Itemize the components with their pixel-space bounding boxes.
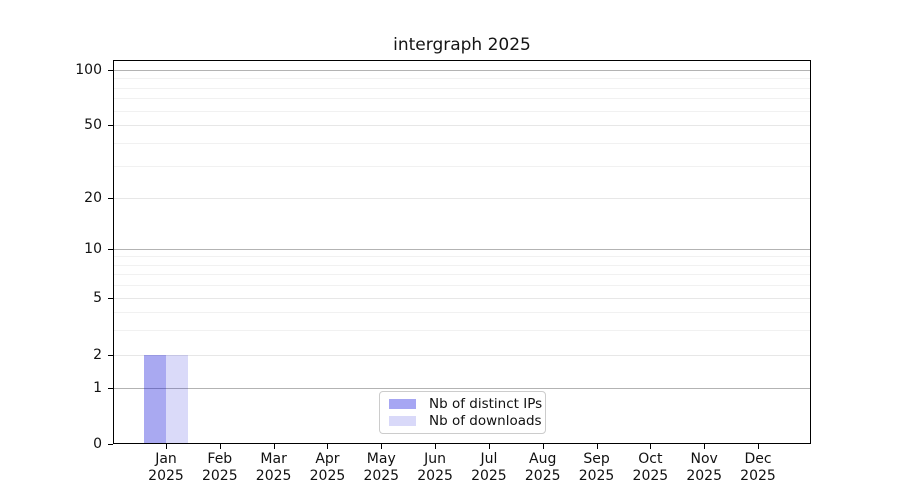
minor-gridline [113,78,811,80]
y-tick-mark [108,355,113,356]
minor-gridline [113,142,811,144]
x-tick-mark [381,444,383,449]
y-tick-mark [108,249,113,250]
x-tick-mark [650,444,652,449]
major-gridline [113,70,811,71]
x-tick-mark [435,444,437,449]
major-gridline [113,388,811,389]
x-axis-tick-label: Oct 2025 [632,451,669,484]
x-axis-tick-label: Sep 2025 [578,451,615,484]
y-axis-tick-label: 5 [93,290,102,306]
minor-gridline [113,256,811,258]
y-axis-tick-label: 1 [93,380,102,396]
minor-gridline [113,274,811,276]
y-axis-tick-label: 0 [93,436,102,452]
y-tick-mark [108,125,113,126]
y-tick-mark [108,444,113,445]
x-tick-mark [219,444,221,449]
minor-gridline [113,110,811,112]
minor-gridline [113,87,811,89]
chart-title: intergraph 2025 [393,35,531,55]
x-axis-tick-label: Mar 2025 [255,451,292,484]
major-gridline [113,298,811,299]
major-gridline [113,355,811,356]
legend-label: Nb of downloads [429,413,542,429]
x-tick-mark [758,444,759,449]
minor-gridline [113,285,811,287]
minor-gridline [113,165,811,167]
bars-layer [113,60,811,444]
legend-item: Nb of downloads [389,413,542,429]
y-tick-mark [108,298,113,299]
x-axis-tick-label: Aug 2025 [524,451,561,484]
bar-downloads [166,355,188,444]
x-tick-mark [542,444,544,449]
x-axis-tick-label: Feb 2025 [201,451,238,484]
minor-gridline [113,98,811,100]
y-tick-mark [108,70,113,71]
y-tick-mark [108,388,113,389]
minor-gridline [113,311,811,313]
x-axis-tick-label: May 2025 [363,451,400,484]
legend-swatch [389,399,416,409]
y-axis-tick-label: 20 [84,190,102,206]
y-axis-tick-label: 10 [84,241,102,257]
x-tick-mark [596,444,598,449]
x-axis-tick-label: Jul 2025 [471,451,507,484]
major-gridline [113,249,811,250]
legend-label: Nb of distinct IPs [429,396,543,412]
major-gridline [113,125,811,126]
x-axis-tick-label: Apr 2025 [309,451,346,484]
y-tick-mark [108,198,113,199]
x-tick-mark [327,444,329,449]
legend-swatch [389,416,416,426]
x-tick-mark [273,444,275,449]
major-gridline [113,198,811,199]
plot-area [113,60,811,444]
legend: Nb of distinct IPs Nb of downloads [379,391,546,434]
x-axis-tick-label: Nov 2025 [686,451,722,484]
y-axis-tick-label: 100 [75,62,102,78]
y-axis-tick-label: 2 [93,347,102,363]
y-axis-tick-label: 50 [84,117,102,133]
minor-gridline [113,329,811,331]
x-tick-mark [704,444,706,449]
minor-gridline [113,264,811,266]
x-tick-mark [166,444,167,449]
bar-distinct-ips [144,355,166,444]
x-axis-tick-label: Dec 2025 [740,451,776,484]
x-axis-tick-label: Jun 2025 [417,451,453,484]
gridlines-layer [113,60,811,444]
x-tick-mark [488,444,490,449]
legend-item: Nb of distinct IPs [389,396,542,412]
x-axis-tick-label: Jan 2025 [148,451,184,484]
